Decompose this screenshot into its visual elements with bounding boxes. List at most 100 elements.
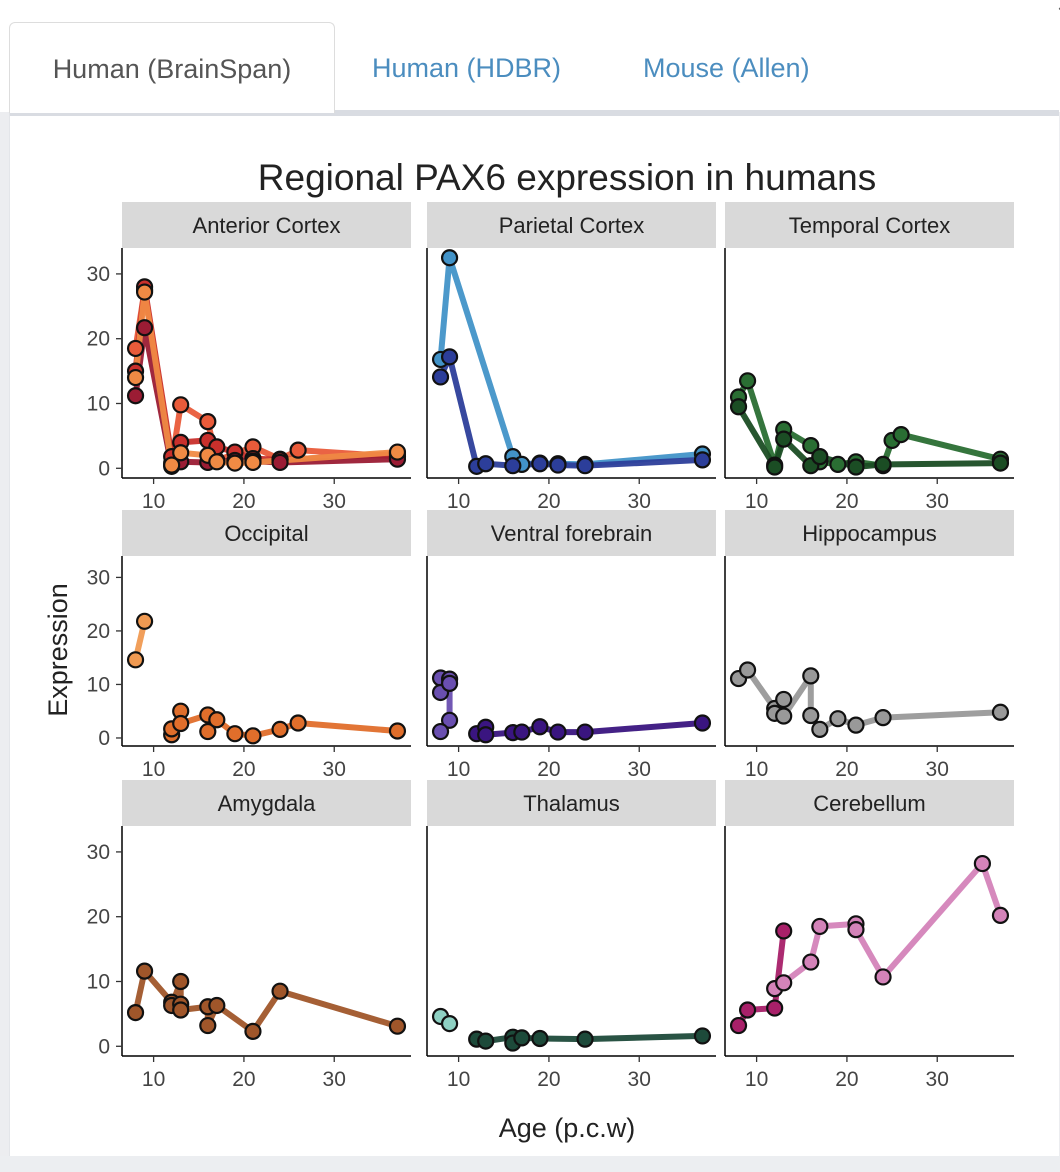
data-point [874,968,892,986]
data-point [271,453,289,472]
data-point [199,413,217,431]
data-point [991,454,1010,472]
x-tick-label: 30 [628,1068,651,1091]
x-tick-label: 20 [835,1068,858,1091]
x-tick-label: 20 [537,490,560,513]
data-point [802,667,820,685]
data-point [549,723,567,741]
data-point [775,690,793,709]
x-tick-label: 30 [323,490,346,513]
x-tick-label: 30 [628,490,651,513]
data-point [729,1016,748,1035]
facet-label: Occipital [224,521,308,546]
data-point [289,441,307,459]
data-point [802,437,820,455]
x-tick-label: 10 [745,758,768,781]
facet-label: Parietal Cortex [499,213,645,238]
x-tick-label: 10 [447,1068,470,1091]
data-point [208,996,226,1015]
data-point [440,348,459,366]
data-point [775,430,793,448]
data-point [766,999,784,1017]
data-point [775,922,793,940]
tab-mouse-allen[interactable]: Mouse (Allen) [643,53,810,83]
y-tick-label: 10 [87,970,110,993]
x-tick-label: 20 [232,1068,255,1091]
x-tick-label: 30 [926,490,949,513]
facet-strip [427,202,716,248]
facet-strip-overlay [427,510,716,556]
data-point [126,651,145,669]
data-point [738,1001,757,1019]
data-point [226,454,244,472]
data-point [775,974,793,992]
data-point [738,372,757,390]
x-tick-label: 10 [142,490,165,513]
data-point [513,1029,531,1047]
data-point [244,453,262,472]
data-point [244,1022,262,1040]
data-point [431,722,450,741]
data-point [172,444,190,462]
data-point [847,458,865,476]
tab-human-hdbr[interactable]: Human (HDBR) [372,53,562,83]
data-point [991,703,1010,721]
chart-title: Regional PAX6 expression in humans [258,157,876,198]
data-point [874,455,892,473]
y-tick-label: 20 [87,328,110,351]
facet-strip-overlay [725,510,1014,556]
x-tick-label: 30 [323,758,346,781]
x-tick-label: 10 [142,1068,165,1091]
data-point [172,972,190,991]
data-point [172,1001,190,1019]
data-point [271,982,289,1000]
y-tick-label: 10 [87,673,110,696]
data-point [163,456,181,474]
data-point [244,727,262,745]
data-point [477,455,495,473]
y-tick-label: 0 [98,1035,110,1058]
facet-label: Amygdala [218,791,317,816]
data-point [135,962,154,980]
data-point [440,249,459,267]
data-point [388,722,407,740]
x-tick-label: 20 [232,490,255,513]
data-point [829,455,847,473]
data-point [226,725,244,743]
x-tick-label: 20 [835,490,858,513]
data-point [549,456,567,474]
series-line [437,353,706,470]
data-point [775,707,793,725]
x-tick-label: 10 [142,758,165,781]
facet-label: Anterior Cortex [193,213,341,238]
data-point [388,443,407,461]
data-point [199,1016,217,1035]
data-point [847,921,865,939]
y-tick-label: 30 [87,566,110,589]
data-point [440,711,459,729]
facet-strip-overlay [725,780,1014,826]
y-tick-label: 30 [87,841,110,864]
data-point [440,1015,459,1033]
x-tick-label: 30 [926,758,949,781]
data-point [172,396,190,414]
data-point [126,387,145,405]
data-point [477,1032,495,1050]
data-point [513,723,531,741]
facet-strip-overlay [122,510,411,556]
y-tick-label: 10 [87,392,110,415]
data-point [829,710,847,728]
data-point [271,720,289,739]
tab-human-brainspan[interactable]: Human (BrainSpan) [9,22,335,113]
x-tick-label: 30 [926,1068,949,1091]
series-line [437,254,706,468]
y-tick-label: 0 [98,457,110,480]
data-point [126,1003,145,1022]
data-point [431,368,450,386]
y-axis-label: Expression [43,583,73,717]
data-point [874,709,892,727]
data-point [892,425,910,444]
data-point [135,612,154,630]
x-tick-label: 30 [628,758,651,781]
